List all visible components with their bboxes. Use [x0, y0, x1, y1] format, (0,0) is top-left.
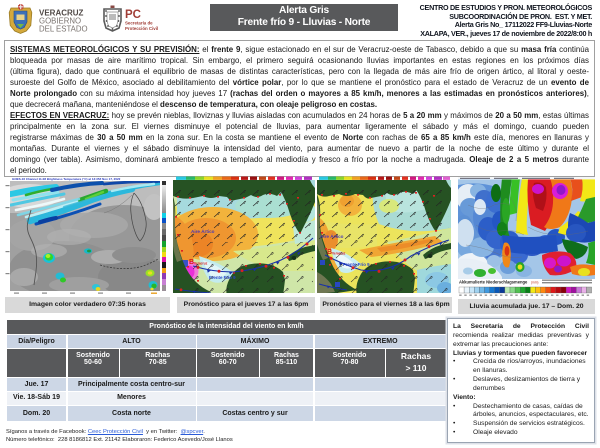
svg-text:Protección Civil: Protección Civil [125, 26, 158, 31]
svg-text:B: B [189, 259, 194, 266]
svg-text:(mm): (mm) [531, 281, 538, 285]
svg-text:Veracruz: Veracruz [194, 262, 208, 266]
svg-text:GOBIERNO: GOBIERNO [39, 17, 81, 26]
svg-text:GOES-16 Channel 11-08 Brightne: GOES-16 Channel 11-08 Brightness Tempera… [12, 177, 121, 181]
svg-text:Aire Ártico: Aire Ártico [191, 228, 215, 234]
svg-text:Veracruz: Veracruz [332, 252, 346, 256]
svg-text:DEL ESTADO: DEL ESTADO [39, 25, 88, 34]
svg-text:Frente Frío 9: Frente Frío 9 [343, 262, 370, 267]
svg-text:Akkumulierte Niederschlagsmeng: Akkumulierte Niederschlagsmenge [459, 280, 528, 285]
svg-text:PC: PC [125, 9, 141, 21]
svg-text:Secretaría de: Secretaría de [125, 21, 153, 26]
svg-text:VERACRUZ: VERACRUZ [39, 9, 84, 18]
svg-text:Aire Ártico: Aire Ártico [320, 233, 344, 239]
svg-text:Frente Frío 9: Frente Frío 9 [209, 275, 236, 280]
svg-text:B: B [327, 249, 332, 256]
